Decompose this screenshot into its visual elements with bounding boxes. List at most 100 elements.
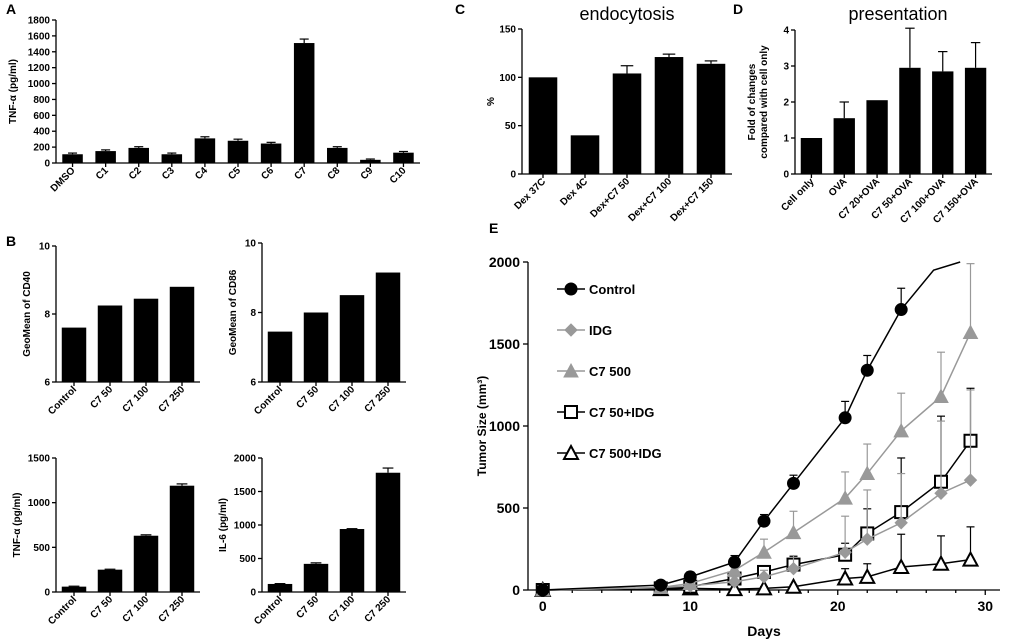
x-tick-label: Control: [46, 384, 79, 417]
data-point: [785, 524, 802, 540]
x-axis-label: Days: [747, 623, 781, 639]
legend-item: Control: [557, 282, 635, 297]
y-axis-label: Tumor Size (mm³): [475, 376, 489, 476]
data-point: [787, 476, 800, 490]
bar-control: [267, 331, 293, 382]
x-tick-label: Dex+C7 50: [588, 176, 632, 220]
panel-letter: D: [733, 1, 743, 17]
bar-c7-100-ova: [932, 71, 954, 174]
legend-item: C7 500+IDG: [557, 443, 662, 461]
bar-c7-50: [97, 305, 123, 382]
bar-control: [267, 583, 293, 592]
x-tick-label: Cell only: [779, 176, 817, 214]
x-tick-label: Dex 37C: [512, 176, 548, 212]
legend-marker: [563, 362, 579, 378]
data-point: [654, 578, 668, 592]
data-point: [725, 580, 744, 597]
bar-c7-250: [169, 286, 195, 382]
legend-label: IDG: [589, 323, 612, 338]
bar-c7-100: [133, 298, 159, 382]
y-tick-label: 6: [250, 378, 256, 389]
x-tick-label: C9: [359, 165, 376, 182]
x-tick-label: C7 250: [363, 594, 394, 625]
data-point: [755, 579, 773, 596]
legend-label: C7 500: [589, 364, 631, 379]
y-tick-label: 150: [499, 25, 516, 36]
panel-letter: C: [455, 1, 465, 17]
legend-label: C7 50+IDG: [589, 405, 654, 420]
x-tick-label: C7 50: [88, 384, 115, 411]
x-tick-label: C7 50: [88, 594, 115, 621]
y-tick-label: 1000: [28, 498, 51, 509]
data-point: [838, 545, 852, 559]
x-tick-label: C7 250: [157, 594, 188, 625]
series-idg: [536, 389, 978, 597]
legend-item: C7 500: [557, 362, 631, 379]
x-tick-label: C7 250: [363, 384, 394, 415]
panel-letter: E: [489, 220, 498, 236]
x-tick-label: C6: [259, 165, 276, 182]
y-tick-label: 1800: [28, 16, 51, 27]
y-tick-label: 2: [783, 98, 789, 109]
x-tick-label: Dex 4C: [558, 176, 590, 208]
legend-marker: [562, 443, 580, 460]
data-point: [683, 579, 697, 593]
bar-c7-100: [339, 529, 365, 592]
y-tick-label: 1000: [489, 418, 520, 434]
y-tick-label: 2000: [234, 454, 257, 465]
bar-c3: [161, 154, 183, 163]
panel-b1: B 6 8 10 GeoMean of CD40 Control C7 50 C7 100 C7…: [6, 233, 200, 417]
bar-dex-c7-100: [654, 57, 684, 174]
y-tick-label: 8: [250, 308, 256, 319]
y-tick-label: 1: [783, 134, 789, 145]
x-tick-label: Dex+C7 150: [668, 176, 716, 224]
y-tick-label: 10: [39, 242, 51, 253]
y-tick-label: 1000: [234, 521, 257, 532]
bar-c7-250: [375, 472, 401, 592]
panel-b4: 0 500 1000 1500 2000 IL-6 (pg/ml) Control C7 50…: [218, 454, 406, 627]
y-tick-label: 2000: [489, 254, 520, 270]
series-line: [542, 558, 971, 591]
legend-label: Control: [589, 282, 635, 297]
x-tick-label: C4: [193, 165, 210, 182]
y-tick-label: 1400: [28, 47, 51, 58]
bar-c7-50: [303, 563, 329, 592]
data-point: [961, 550, 980, 567]
x-tick-label: Dex+C7 100: [626, 176, 674, 224]
x-tick-label: 30: [977, 598, 993, 614]
data-point: [756, 544, 772, 559]
y-axis-label: TNF-α (pg/ml): [12, 492, 23, 557]
legend-item: IDG: [557, 323, 612, 338]
data-point: [934, 486, 948, 500]
legend-marker: [564, 282, 578, 296]
x-tick-label: C5: [226, 165, 243, 182]
y-axis-label: GeoMean of CD86: [228, 269, 239, 355]
bar-c4: [194, 138, 216, 163]
panel-letter: A: [6, 1, 16, 17]
x-tick-label: OVA: [827, 176, 850, 199]
y-tick-label: 0: [44, 159, 50, 170]
x-tick-label: Control: [252, 384, 285, 417]
series-c7-500-idg: [534, 526, 980, 597]
data-point: [757, 570, 771, 584]
data-point: [894, 303, 908, 317]
x-tick-label: DMSO: [49, 165, 78, 194]
data-point: [837, 490, 853, 505]
y-tick-label: 500: [497, 500, 521, 516]
data-point: [893, 422, 910, 438]
bar-c7-250: [375, 272, 401, 382]
data-point: [860, 532, 874, 546]
data-point: [963, 473, 978, 487]
x-tick-label: Control: [46, 594, 79, 627]
bar-c6: [260, 143, 282, 163]
data-point: [786, 561, 801, 576]
y-axis-label: GeoMean of CD40: [22, 271, 33, 357]
y-tick-label: 600: [33, 111, 50, 122]
y-tick-label: 4: [783, 26, 789, 37]
x-tick-label: C8: [326, 165, 343, 182]
legend-marker: [564, 323, 578, 337]
y-tick-label: 800: [33, 95, 50, 106]
data-point: [932, 554, 950, 571]
bar-control: [61, 586, 87, 592]
